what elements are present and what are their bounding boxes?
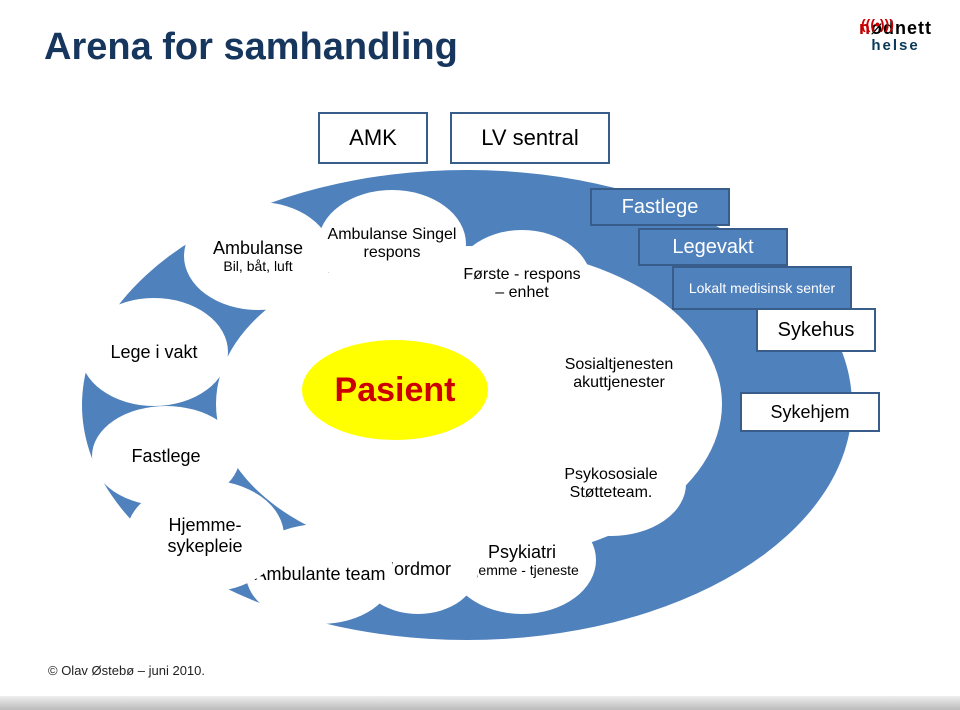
bubble-forste-respons: Første - respons – enhet xyxy=(452,230,592,338)
slide: Arena for samhandling (((•))) nødnett he… xyxy=(0,0,960,710)
box-lokalt: Lokalt medisinsk senter xyxy=(672,266,852,310)
antenna-icon: (((•))) xyxy=(861,16,894,32)
page-title: Arena for samhandling xyxy=(44,26,458,69)
logo: (((•))) nødnett helse xyxy=(859,18,932,54)
credit-text: © Olav Østebø – juni 2010. xyxy=(48,663,205,678)
footer-bar xyxy=(0,696,960,710)
box-fastlege: Fastlege xyxy=(590,188,730,226)
center-ellipse: Pasient xyxy=(302,340,488,440)
logo-bottom-text: helse xyxy=(859,37,932,54)
bubble-ambulanse-singel: Ambulanse Singel respons xyxy=(318,190,466,298)
box-sykehjem: Sykehjem xyxy=(740,392,880,432)
box-lv-sentral: LV sentral xyxy=(450,112,610,164)
center-label: Pasient xyxy=(335,371,456,410)
box-amk: AMK xyxy=(318,112,428,164)
box-legevakt: Legevakt xyxy=(638,228,788,266)
bubble-fastlege-2: Fastlege xyxy=(92,406,240,506)
bubble-ambulanse-bil: AmbulanseBil, båt, luft xyxy=(184,202,332,310)
bubble-sosialtjenesten: Sosialtjenesten akuttjenester xyxy=(540,318,698,430)
bubble-lege-i-vakt: Lege i vakt xyxy=(80,298,228,406)
box-sykehus: Sykehus xyxy=(756,308,876,352)
